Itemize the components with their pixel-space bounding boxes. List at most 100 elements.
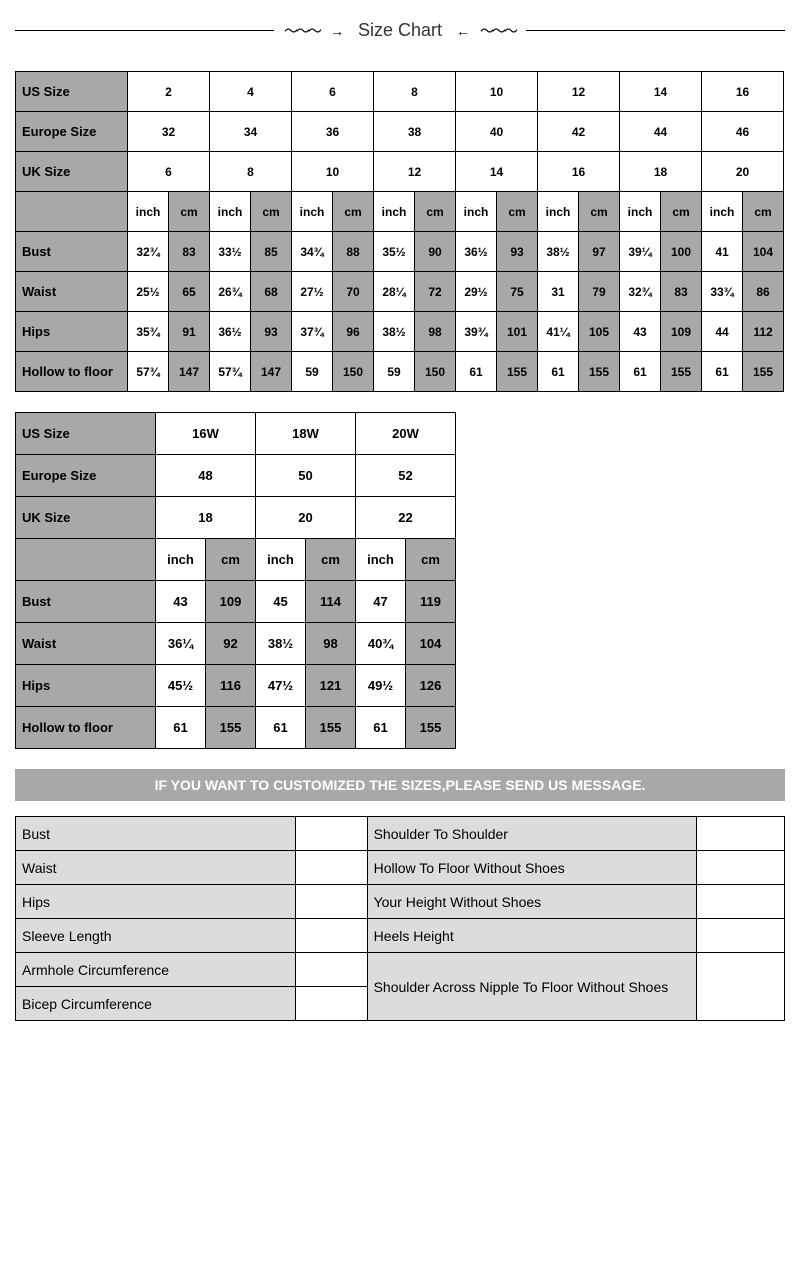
- unit-label: inch: [538, 192, 579, 232]
- measurement-cell: 72: [415, 272, 456, 312]
- measurement-cell: 83: [661, 272, 702, 312]
- measurement-cell: 100: [661, 232, 702, 272]
- unit-label: cm: [415, 192, 456, 232]
- form-field-input[interactable]: [697, 885, 785, 919]
- size-region-label: Europe Size: [16, 112, 128, 152]
- measurement-cell: 155: [661, 352, 702, 392]
- measurement-label: Hips: [16, 312, 128, 352]
- measurement-cell: 57¾: [128, 352, 169, 392]
- measurement-cell: 85: [251, 232, 292, 272]
- size-cell: 42: [538, 112, 620, 152]
- measurement-label: Hollow to floor: [16, 707, 156, 749]
- measurement-cell: 43: [620, 312, 661, 352]
- measurement-cell: 45: [256, 581, 306, 623]
- measurement-cell: 39¾: [456, 312, 497, 352]
- form-field-input[interactable]: [697, 953, 785, 1021]
- measurement-cell: 70: [333, 272, 374, 312]
- measurement-label: Hollow to floor: [16, 352, 128, 392]
- measurement-cell: 93: [497, 232, 538, 272]
- form-field-input[interactable]: [697, 919, 785, 953]
- size-cell: 10: [456, 72, 538, 112]
- size-region-label: US Size: [16, 72, 128, 112]
- measurement-cell: 91: [169, 312, 210, 352]
- measurement-cell: 93: [251, 312, 292, 352]
- measurement-cell: 31: [538, 272, 579, 312]
- measurement-cell: 114: [306, 581, 356, 623]
- measurement-cell: 35½: [374, 232, 415, 272]
- measurement-cell: 86: [743, 272, 784, 312]
- size-cell: 12: [374, 152, 456, 192]
- form-field-label: Hips: [16, 885, 296, 919]
- measurement-cell: 38½: [538, 232, 579, 272]
- unit-label: inch: [356, 539, 406, 581]
- size-region-label: US Size: [16, 413, 156, 455]
- measurement-cell: 90: [415, 232, 456, 272]
- form-field-input[interactable]: [295, 987, 367, 1021]
- measurement-cell: 155: [579, 352, 620, 392]
- measurement-cell: 41¼: [538, 312, 579, 352]
- unit-label: inch: [210, 192, 251, 232]
- measurement-cell: 61: [456, 352, 497, 392]
- unit-label: inch: [620, 192, 661, 232]
- unit-label: cm: [169, 192, 210, 232]
- size-cell: 18: [156, 497, 256, 539]
- form-field-label: Hollow To Floor Without Shoes: [367, 851, 697, 885]
- form-field-input[interactable]: [697, 817, 785, 851]
- measurement-cell: 98: [306, 623, 356, 665]
- size-cell: 4: [210, 72, 292, 112]
- measurement-cell: 34¾: [292, 232, 333, 272]
- measurement-cell: 155: [497, 352, 538, 392]
- form-field-input[interactable]: [697, 851, 785, 885]
- form-field-input[interactable]: [295, 851, 367, 885]
- measurement-cell: 33½: [210, 232, 251, 272]
- squiggle-right: 〜〜〜: [480, 21, 516, 41]
- squiggle-left: 〜〜〜: [284, 21, 320, 41]
- measurement-cell: 26¾: [210, 272, 251, 312]
- unit-header-blank: [16, 539, 156, 581]
- measurement-cell: 109: [661, 312, 702, 352]
- arrow-left-icon: ←: [456, 23, 470, 39]
- size-cell: 14: [456, 152, 538, 192]
- measurement-cell: 28¼: [374, 272, 415, 312]
- measurement-cell: 92: [206, 623, 256, 665]
- size-cell: 22: [356, 497, 456, 539]
- form-field-label: Heels Height: [367, 919, 697, 953]
- measurement-cell: 38½: [256, 623, 306, 665]
- size-region-label: Europe Size: [16, 455, 156, 497]
- size-cell: 20: [256, 497, 356, 539]
- unit-label: inch: [256, 539, 306, 581]
- size-cell: 52: [356, 455, 456, 497]
- unit-label: cm: [579, 192, 620, 232]
- measurement-cell: 116: [206, 665, 256, 707]
- unit-label: inch: [456, 192, 497, 232]
- measurement-cell: 88: [333, 232, 374, 272]
- measurement-cell: 29½: [456, 272, 497, 312]
- measurement-cell: 101: [497, 312, 538, 352]
- measurement-cell: 35¾: [128, 312, 169, 352]
- measurement-cell: 43: [156, 581, 206, 623]
- measurement-cell: 109: [206, 581, 256, 623]
- measurement-label: Waist: [16, 623, 156, 665]
- size-cell: 38: [374, 112, 456, 152]
- form-field-input[interactable]: [295, 953, 367, 987]
- size-cell: 6: [292, 72, 374, 112]
- unit-label: cm: [306, 539, 356, 581]
- measurement-cell: 119: [406, 581, 456, 623]
- measurement-cell: 25½: [128, 272, 169, 312]
- measurement-cell: 155: [306, 707, 356, 749]
- form-field-input[interactable]: [295, 919, 367, 953]
- size-cell: 48: [156, 455, 256, 497]
- form-field-label: Bust: [16, 817, 296, 851]
- form-field-input[interactable]: [295, 817, 367, 851]
- measurement-cell: 150: [415, 352, 456, 392]
- form-field-input[interactable]: [295, 885, 367, 919]
- size-cell: 20W: [356, 413, 456, 455]
- measurement-cell: 96: [333, 312, 374, 352]
- form-field-label: Waist: [16, 851, 296, 885]
- unit-label: inch: [374, 192, 415, 232]
- form-field-label: Sleeve Length: [16, 919, 296, 953]
- unit-label: cm: [497, 192, 538, 232]
- measurement-cell: 68: [251, 272, 292, 312]
- measurement-cell: 32¾: [128, 232, 169, 272]
- size-cell: 18W: [256, 413, 356, 455]
